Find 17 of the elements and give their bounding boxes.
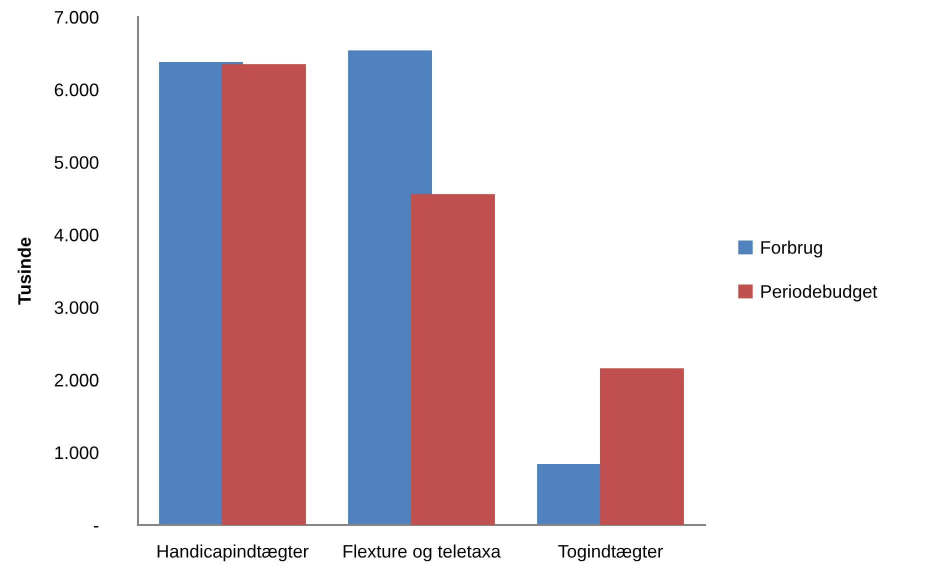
bar — [222, 64, 306, 525]
y-tick-label: 3.000 — [54, 301, 98, 314]
legend-label: Forbrug — [761, 240, 822, 258]
y-tick-label: - — [94, 526, 98, 528]
y-tick-label: 5.000 — [54, 156, 98, 169]
y-tick-label: 4.000 — [54, 228, 98, 242]
x-tick-label: Handicapindtægter — [158, 544, 308, 562]
x-tick-label: Flexture og teletaxa — [344, 544, 501, 562]
bar — [411, 194, 495, 525]
x-tick-label: Togindtægter — [558, 544, 663, 562]
y-axis-title: Tusinde — [18, 238, 31, 305]
y-tick-label: 2.000 — [54, 374, 98, 387]
legend-label: Periodebudget — [761, 284, 878, 302]
bar — [600, 368, 684, 525]
y-tick-label: 1.000 — [55, 446, 98, 460]
y-tick-label: 7.000 — [54, 10, 98, 24]
y-tick-label: 6.000 — [54, 84, 98, 96]
